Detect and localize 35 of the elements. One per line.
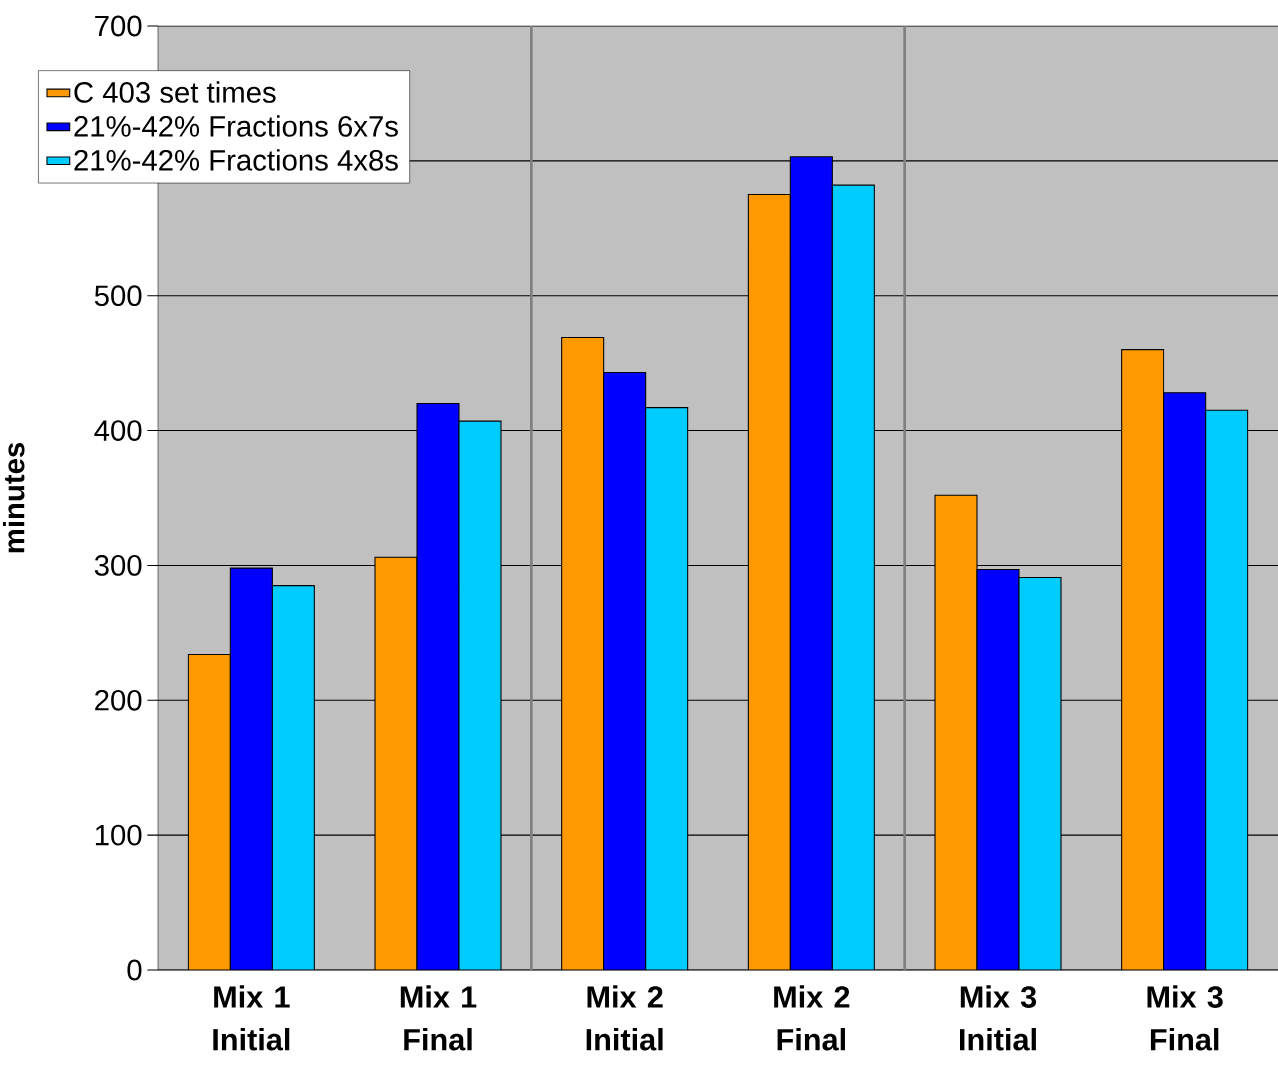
y-tick-label: 0 <box>127 959 142 981</box>
y-tick-label: 200 <box>95 689 142 711</box>
y-tick-label: 700 <box>95 15 142 37</box>
bar <box>1163 392 1207 970</box>
legend-label: 21%-42% Fractions 4x8s <box>74 149 398 171</box>
bar <box>976 568 1020 970</box>
y-axis-title: minutes <box>2 442 25 553</box>
bar <box>561 336 605 970</box>
bar <box>831 184 875 970</box>
bar <box>1018 577 1062 970</box>
bar <box>1121 349 1165 970</box>
x-tick-label: Mix 2 Initial <box>586 985 663 1051</box>
bar <box>271 585 315 970</box>
bar <box>458 420 502 970</box>
x-tick-label: Mix 1 Final <box>400 985 477 1051</box>
bar <box>187 653 231 970</box>
y-tick-label: 100 <box>95 824 142 846</box>
legend-label: C 403 set times <box>74 81 276 103</box>
bar <box>747 194 791 970</box>
y-tick-label: 400 <box>94 420 142 441</box>
x-tick-label: Mix 3 Initial <box>960 985 1037 1051</box>
y-tick-label: 500 <box>94 285 142 307</box>
bar <box>934 494 978 970</box>
x-tick-label: Mix 3 Final <box>1147 985 1223 1051</box>
y-tick-label: 300 <box>94 555 142 576</box>
legend-label: 21%-42% Fractions 6x7s <box>74 115 398 137</box>
bar <box>374 556 418 970</box>
bar <box>603 372 647 970</box>
bar <box>416 403 460 970</box>
x-tick-label: Mix 1 Initial <box>213 985 290 1051</box>
bar <box>1205 409 1249 970</box>
bar <box>229 567 273 970</box>
bar <box>789 156 833 970</box>
bar <box>645 407 689 970</box>
x-tick-label: Mix 2 Final <box>774 985 850 1051</box>
